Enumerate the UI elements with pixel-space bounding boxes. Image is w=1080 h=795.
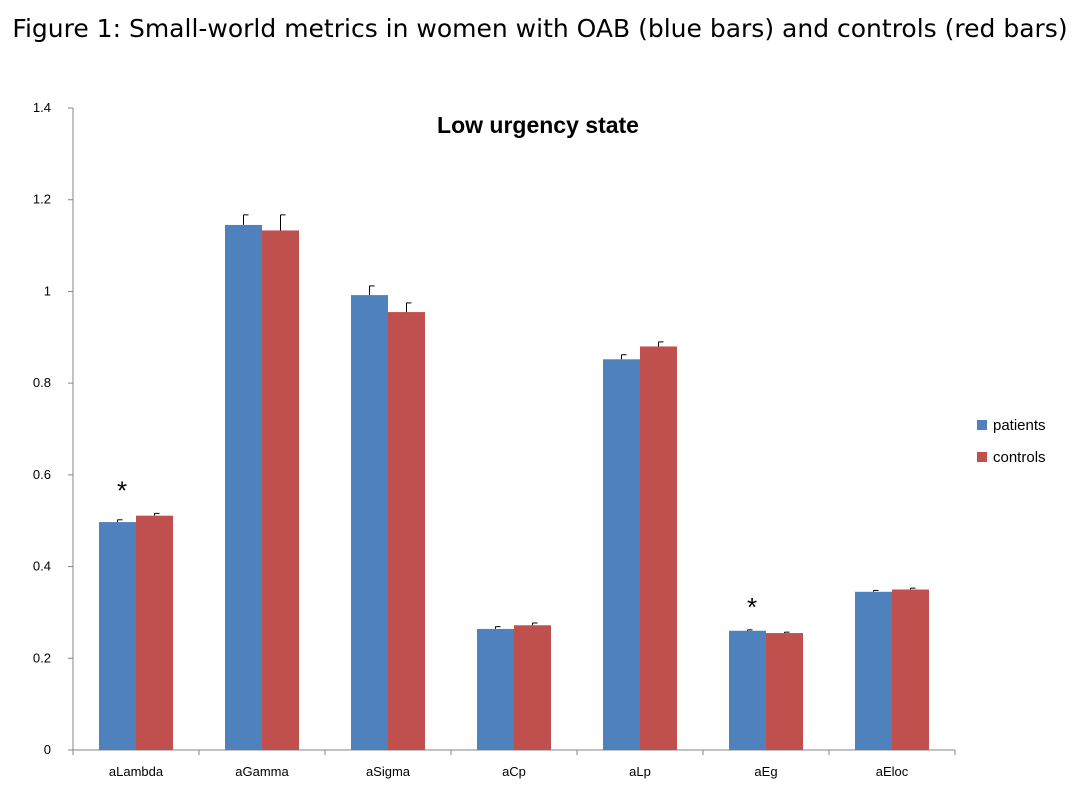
bar-patients-aEg — [729, 630, 766, 750]
significance-asterisk: * — [117, 475, 127, 505]
bar-controls-aGamma — [262, 230, 299, 750]
chart-bars — [99, 224, 929, 750]
x-tick-label: aCp — [502, 764, 526, 779]
bar-patients-aGamma — [225, 224, 262, 750]
bar-controls-aEg — [766, 633, 803, 750]
x-tick-label: aLp — [629, 764, 651, 779]
y-tick-label: 1 — [44, 283, 51, 298]
bar-patients-aCp — [477, 628, 514, 750]
chart-error-bars — [117, 214, 916, 634]
bar-controls-aLp — [640, 346, 677, 750]
legend-label-controls: controls — [993, 449, 1046, 466]
y-tick-label: 0.2 — [33, 650, 51, 665]
y-tick-label: 0 — [44, 742, 51, 757]
bar-patients-aLambda — [99, 522, 136, 750]
bar-patients-aEloc — [855, 591, 892, 750]
x-tick-label: aEloc — [876, 764, 909, 779]
bar-patients-aSigma — [351, 295, 388, 750]
y-tick-label: 0.8 — [33, 375, 51, 390]
y-tick-label: 0.6 — [33, 467, 51, 482]
chart-title: Low urgency state — [437, 112, 639, 138]
significance-asterisk: * — [747, 592, 757, 622]
x-tick-label: aLambda — [109, 764, 164, 779]
y-tick-label: 1.2 — [33, 192, 51, 207]
x-tick-label: aSigma — [366, 764, 411, 779]
y-tick-label: 0.4 — [33, 559, 51, 574]
x-tick-label: aGamma — [235, 764, 289, 779]
legend-swatch-patients — [977, 420, 987, 430]
bar-patients-aLp — [603, 359, 640, 750]
legend-swatch-controls — [977, 452, 987, 462]
bar-controls-aLambda — [136, 515, 173, 750]
chart-annotations: ** — [117, 475, 757, 621]
x-tick-label: aEg — [754, 764, 777, 779]
bar-controls-aEloc — [892, 589, 929, 750]
y-tick-label: 1.4 — [33, 100, 51, 115]
legend-label-patients: patients — [993, 417, 1046, 434]
bar-controls-aSigma — [388, 312, 425, 750]
figure-caption: Figure 1: Small-world metrics in women w… — [12, 14, 1068, 43]
chart-legend: patients controls — [977, 417, 1046, 466]
bar-controls-aCp — [514, 625, 551, 750]
